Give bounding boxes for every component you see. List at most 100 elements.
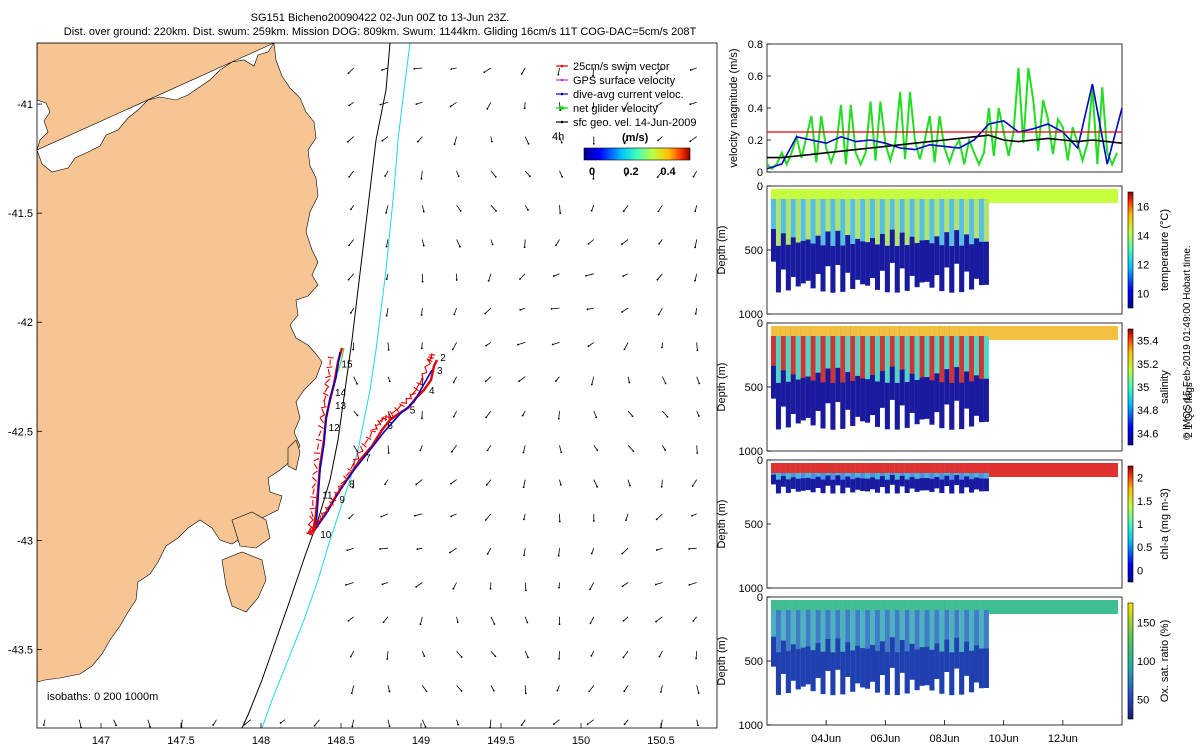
- dive-profile-deep: [865, 242, 871, 286]
- cbar-tick-label: 0.5: [1137, 542, 1152, 554]
- sfc-line: [767, 134, 1123, 159]
- sfc-arrow-head: [655, 620, 657, 623]
- swim-vector: [326, 504, 332, 509]
- dive-profile-deep: [909, 236, 915, 276]
- sfc-arrow: [621, 547, 629, 554]
- dive-profile: [810, 600, 816, 692]
- dive-profile-deep: [894, 245, 900, 293]
- dive-profile-top: [830, 600, 836, 610]
- dive-profile-deep: [815, 372, 821, 411]
- sfc-arrow-head: [596, 485, 599, 488]
- sfc-arrow: [486, 479, 492, 486]
- dive-profile: [904, 600, 910, 694]
- dive-profile-deep: [904, 479, 910, 493]
- sfc-arrow: [43, 719, 46, 726]
- dive-profile: [894, 189, 900, 293]
- sfc-arrow-head: [380, 515, 383, 518]
- sfc-arrow-head: [623, 723, 626, 726]
- dive-profile: [860, 189, 866, 285]
- dive-profile-deep: [904, 651, 910, 694]
- sfc-arrow: [452, 342, 457, 350]
- dive-profile-top: [800, 600, 806, 610]
- swim-vector: [312, 488, 315, 495]
- dive-profile: [865, 189, 871, 286]
- map-x-ticks: 147 147.5 148 148.5 149 149.5 150 150.5: [92, 723, 675, 747]
- sfc-arrow: [658, 307, 663, 315]
- dive-profile-top: [850, 189, 856, 199]
- tasmania-land: [37, 43, 323, 683]
- dive-profile: [884, 189, 890, 293]
- swim-vector: [313, 463, 318, 470]
- dive-profile: [775, 326, 781, 430]
- dive-profile-top: [914, 189, 920, 199]
- dive-profile: [870, 463, 876, 490]
- sfc-arrow-head: [348, 175, 351, 178]
- dive-profile-top: [954, 463, 960, 473]
- sfc-arrow: [693, 170, 698, 177]
- sfc-arrow-head: [349, 655, 352, 658]
- dive-profile: [825, 463, 831, 486]
- dive-profile: [929, 326, 935, 425]
- sfc-arrow: [591, 548, 595, 554]
- sfc-arrow: [690, 67, 697, 71]
- dive-profile-deep: [929, 380, 935, 425]
- sfc-arrow: [589, 582, 595, 590]
- dive-profile: [889, 600, 895, 668]
- sfc-arrow-head: [415, 586, 418, 588]
- dive-profile-top: [934, 600, 940, 610]
- dive-profile: [934, 189, 940, 276]
- dive-profile: [790, 326, 796, 414]
- map-xtick-label: 147.5: [167, 735, 195, 747]
- dive-profile-top: [790, 189, 796, 199]
- dive-profile-top: [983, 189, 989, 199]
- sfc-arrow: [622, 273, 629, 277]
- dive-profile-deep: [914, 242, 920, 288]
- dive-profile: [899, 189, 905, 269]
- dive-profile: [949, 600, 955, 696]
- dive-profile: [924, 326, 930, 419]
- swim-vector: [311, 483, 317, 489]
- sfc-arrow-head: [348, 244, 350, 247]
- sfc-arrow: [627, 479, 631, 486]
- sfc-arrow: [621, 307, 629, 313]
- dive-profile-deep: [830, 246, 836, 293]
- map-frame: [36, 42, 718, 729]
- sfc-arrow: [524, 616, 528, 623]
- dive-profile: [919, 326, 925, 420]
- sfc-arrow: [559, 136, 563, 143]
- sfc-arrow-head: [456, 621, 459, 624]
- sfc-arrow: [485, 410, 492, 418]
- dive-profile-deep: [795, 649, 801, 690]
- day-label: 11: [322, 491, 333, 502]
- sfc-arrow: [524, 685, 527, 694]
- dive-profile-deep: [785, 479, 791, 493]
- sfc-arrow: [387, 410, 392, 419]
- sfc-arrow-head: [413, 67, 416, 70]
- sfc-arrow: [386, 273, 389, 280]
- dive-profile-top: [974, 600, 980, 610]
- dive-profile-deep: [934, 643, 940, 679]
- dive-profile-deep: [879, 370, 885, 408]
- sfc-arrow: [484, 67, 492, 73]
- sfc-arrow: [690, 136, 697, 142]
- dive-profile-deep: [775, 479, 781, 494]
- sfc-arrow-head: [621, 552, 624, 555]
- dive-profile-top: [820, 326, 826, 336]
- sfc-arrow: [555, 376, 560, 382]
- dive-profile-top: [855, 463, 861, 473]
- dive-profile-deep: [805, 646, 811, 685]
- sfc-arrow-head: [660, 485, 663, 488]
- sfc-arrow-head: [694, 279, 696, 282]
- swim-vector: [328, 500, 334, 506]
- sfc-arrow-head: [622, 620, 625, 622]
- dive-profile: [949, 326, 955, 430]
- dive-profile-deep: [899, 369, 905, 406]
- sfc-arrow-head: [348, 517, 351, 520]
- dive-profile-top: [810, 326, 816, 336]
- dive-profile: [954, 326, 960, 401]
- dive-profile: [919, 463, 925, 491]
- sfc-arrow-head: [586, 723, 589, 726]
- dive-profile: [978, 463, 984, 492]
- sfc-arrow: [421, 308, 423, 316]
- dive-profile: [870, 326, 876, 416]
